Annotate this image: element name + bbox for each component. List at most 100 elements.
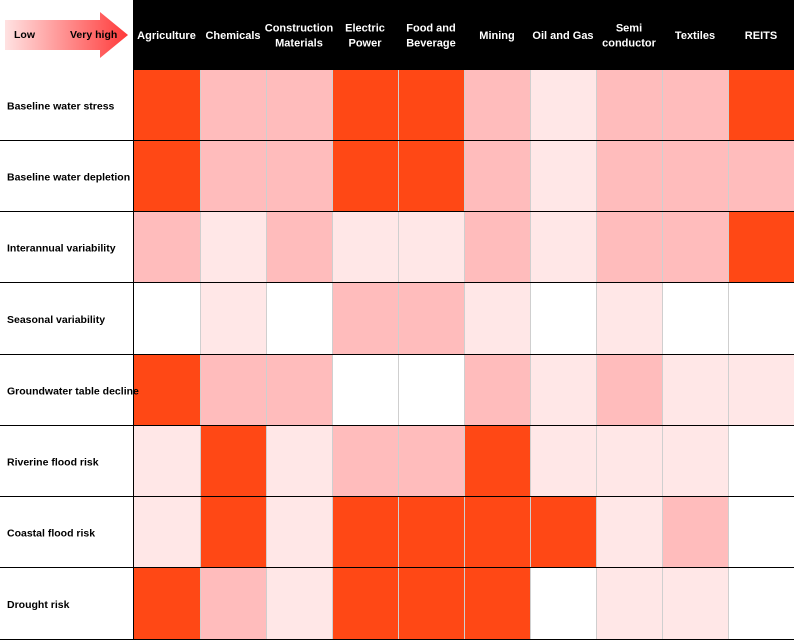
column-label-line: Chemicals: [205, 30, 260, 42]
heatmap-cell: [266, 426, 332, 497]
heatmap-cell: [464, 141, 530, 212]
heatmap-cell: [662, 426, 728, 497]
column-label-line: Beverage: [406, 38, 456, 50]
heatmap-cell: [266, 497, 332, 568]
heatmap-cell: [728, 70, 794, 141]
heatmap-cell: [332, 283, 398, 355]
heatmap-cell: [200, 212, 266, 283]
heatmap-cell: [266, 70, 332, 141]
heatmap-cell: [662, 212, 728, 283]
column-label: Food and Beverage: [406, 23, 456, 50]
column-label: Electric Power: [345, 23, 385, 50]
column-label-line: Textiles: [675, 30, 715, 42]
column-labels: Agriculture Chemicals Construction Material…: [137, 23, 777, 50]
column-label-line: Semi: [616, 23, 642, 35]
heatmap-cell: [596, 497, 662, 568]
heatmap-cell: [398, 568, 464, 640]
heatmap-cell: [200, 355, 266, 426]
heatmap-cell: [530, 568, 596, 640]
heatmap-cell: [662, 70, 728, 141]
grid-lines: [0, 70, 794, 640]
row-label: Coastal flood risk: [7, 528, 95, 540]
heatmap-cell: [662, 141, 728, 212]
heatmap-cell: [662, 497, 728, 568]
heatmap-cell: [332, 212, 398, 283]
heatmap-cell: [728, 355, 794, 426]
row-label: Baseline water stress: [7, 101, 115, 113]
heatmap-cell: [596, 212, 662, 283]
heatmap-cell: [530, 283, 596, 355]
legend-high-label: Very high: [70, 29, 117, 41]
column-label-line: Mining: [479, 30, 514, 42]
column-label-line: Power: [348, 38, 382, 50]
heatmap-cell: [398, 141, 464, 212]
row-label: Riverine flood risk: [7, 457, 99, 469]
heatmap-cell: [398, 70, 464, 141]
legend-arrow: [5, 12, 128, 58]
heatmap-cell: [530, 212, 596, 283]
heatmap-cell: [200, 70, 266, 141]
heatmap-cell: [662, 283, 728, 355]
column-label-line: Food and: [406, 23, 456, 35]
heatmap-cell: [133, 426, 200, 497]
heatmap-cell: [662, 355, 728, 426]
heatmap-cell: [332, 426, 398, 497]
heatmap-cell: [464, 283, 530, 355]
heatmap-cell: [332, 141, 398, 212]
row-label: Interannual variability: [7, 243, 116, 255]
header-background: [133, 0, 794, 70]
heatmap-cell: [200, 568, 266, 640]
heatmap-cell: [266, 283, 332, 355]
heatmap-cell: [133, 497, 200, 568]
heatmap-cell: [133, 212, 200, 283]
column-label: Oil and Gas: [532, 30, 593, 42]
heatmap-cell: [200, 497, 266, 568]
column-label: Chemicals: [205, 30, 260, 42]
heatmap-cell: [332, 355, 398, 426]
heatmap-cell: [596, 568, 662, 640]
heatmap-cell: [728, 426, 794, 497]
heatmap-cell: [464, 355, 530, 426]
heatmap-cell: [266, 141, 332, 212]
heatmap-cell: [464, 497, 530, 568]
heatmap-cell: [332, 568, 398, 640]
row-label: Groundwater table decline: [7, 386, 139, 398]
heatmap-cell: [464, 426, 530, 497]
heatmap-cell: [596, 141, 662, 212]
column-label-line: Electric: [345, 23, 385, 35]
heatmap-cell: [728, 283, 794, 355]
heatmap-cell: [728, 568, 794, 640]
legend: Low Very high: [5, 12, 128, 58]
column-label: Semi conductor: [602, 23, 656, 50]
heatmap-cell: [200, 141, 266, 212]
heatmap-cell: [662, 568, 728, 640]
heatmap-cell: [133, 355, 200, 426]
column-label-line: Construction: [265, 23, 334, 35]
heatmap-cell: [398, 283, 464, 355]
row-labels: Baseline water stress Baseline water depl…: [7, 101, 139, 612]
heatmap-cell: [728, 212, 794, 283]
heatmap-cell: [266, 212, 332, 283]
column-label-line: conductor: [602, 38, 656, 50]
column-label: Construction Materials: [265, 23, 334, 50]
heatmap-cell: [332, 70, 398, 141]
heatmap-cell: [596, 426, 662, 497]
heatmap-cell: [464, 212, 530, 283]
heatmap-cell: [133, 568, 200, 640]
heatmap-cell: [530, 355, 596, 426]
heatmap-cell: [398, 212, 464, 283]
heatmap-cell: [728, 497, 794, 568]
column-label: REITS: [745, 30, 777, 42]
heatmap-cell: [398, 497, 464, 568]
heatmap-cell: [398, 426, 464, 497]
heatmap-cell: [596, 283, 662, 355]
heatmap-cell: [200, 283, 266, 355]
column-label-line: REITS: [745, 30, 777, 42]
heatmap-cell: [266, 568, 332, 640]
heatmap-cell: [133, 283, 200, 355]
column-label-line: Agriculture: [137, 30, 196, 42]
heatmap-cell: [530, 426, 596, 497]
column-label: Mining: [479, 30, 514, 42]
column-label-line: Oil and Gas: [532, 30, 593, 42]
